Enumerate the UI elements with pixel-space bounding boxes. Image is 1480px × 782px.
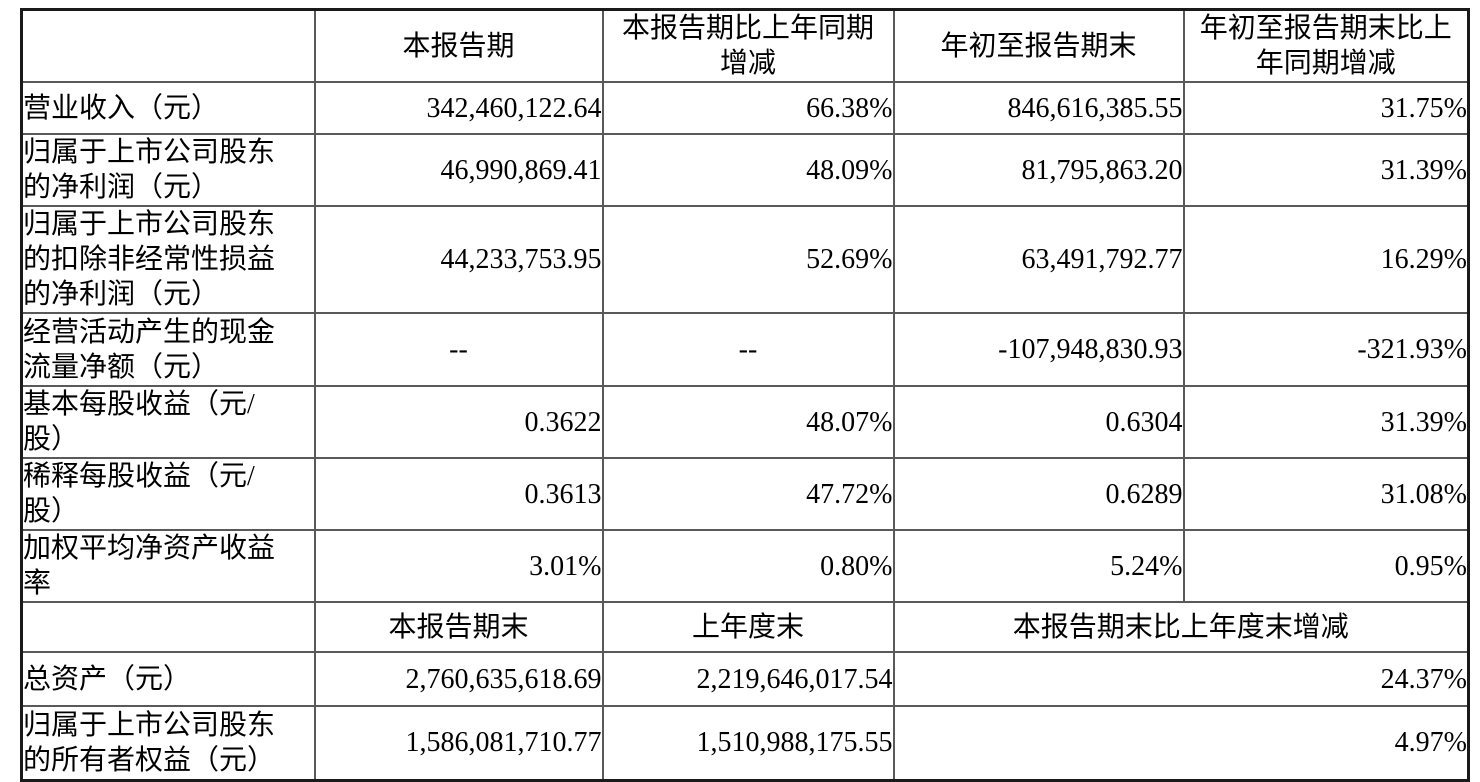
cell-ytd-yoy: 31.39% — [1182, 133, 1470, 207]
row-label: 加权平均净资产收益 率 — [20, 529, 316, 603]
corner-header-cell — [20, 8, 316, 83]
cell-current: 3.01% — [313, 529, 604, 603]
cell-ytd-yoy: 31.75% — [1182, 81, 1470, 135]
cell-period-end: 1,586,081,710.77 — [313, 705, 604, 781]
table-row-net-profit-excl-nonrecurring: 归属于上市公司股东 的扣除非经常性损益 的净利润（元） 44,233,753.9… — [20, 205, 1470, 314]
financial-summary-table: 本报告期 本报告期比上年同期 增减 年初至报告期末 年初至报告期末比上 年同期增… — [20, 8, 1470, 782]
cell-current: 44,233,753.95 — [313, 205, 604, 314]
cell-ytd: 0.6304 — [892, 385, 1185, 459]
row-label: 营业收入（元） — [20, 81, 316, 135]
cell-current-yoy: 48.07% — [601, 385, 895, 459]
cell-ytd: -107,948,830.93 — [892, 312, 1185, 387]
cell-current-yoy: 52.69% — [601, 205, 895, 314]
cell-current: 46,990,869.41 — [313, 133, 604, 207]
cell-ytd: 5.24% — [892, 529, 1185, 603]
table-row-total-assets: 总资产（元） 2,760,635,618.69 2,219,646,017.54… — [20, 651, 1470, 707]
row-label: 稀释每股收益（元/ 股） — [20, 457, 316, 531]
cell-current-yoy: 0.80% — [601, 529, 895, 603]
cell-change: 4.97% — [892, 705, 1470, 781]
header-period-end-change: 本报告期末比上年度末增减 — [892, 601, 1470, 653]
section2-header-row: 本报告期末 上年度末 本报告期末比上年度末增减 — [20, 601, 1470, 653]
cell-current: 0.3622 — [313, 385, 604, 459]
header-ytd-yoy: 年初至报告期末比上 年同期增减 — [1182, 8, 1470, 83]
cell-ytd-yoy: -321.93% — [1182, 312, 1470, 387]
table-row-operating-cash-flow: 经营活动产生的现金 流量净额（元） -- -- -107,948,830.93 … — [20, 312, 1470, 387]
row-label: 归属于上市公司股东 的净利润（元） — [20, 133, 316, 207]
row-label: 总资产（元） — [20, 651, 316, 707]
header-current-period: 本报告期 — [313, 8, 604, 83]
cell-current: 342,460,122.64 — [313, 81, 604, 135]
header-ytd: 年初至报告期末 — [892, 8, 1185, 83]
header-prev-year-end: 上年度末 — [601, 601, 895, 653]
row-label: 归属于上市公司股东 的所有者权益（元） — [20, 705, 316, 781]
cell-ytd: 63,491,792.77 — [892, 205, 1185, 314]
cell-prev-year-end: 1,510,988,175.55 — [601, 705, 895, 781]
table-row-diluted-eps: 稀释每股收益（元/ 股） 0.3613 47.72% 0.6289 31.08% — [20, 457, 1470, 531]
header-period-end: 本报告期末 — [313, 601, 604, 653]
cell-current-yoy: 66.38% — [601, 81, 895, 135]
section1-header-row: 本报告期 本报告期比上年同期 增减 年初至报告期末 年初至报告期末比上 年同期增… — [20, 8, 1470, 83]
cell-ytd-yoy: 16.29% — [1182, 205, 1470, 314]
cell-current-yoy: 47.72% — [601, 457, 895, 531]
cell-prev-year-end: 2,219,646,017.54 — [601, 651, 895, 707]
cell-ytd: 846,616,385.55 — [892, 81, 1185, 135]
cell-ytd-yoy: 31.39% — [1182, 385, 1470, 459]
row-label: 经营活动产生的现金 流量净额（元） — [20, 312, 316, 387]
table-row-net-profit: 归属于上市公司股东 的净利润（元） 46,990,869.41 48.09% 8… — [20, 133, 1470, 207]
cell-ytd-yoy: 0.95% — [1182, 529, 1470, 603]
row-label: 归属于上市公司股东 的扣除非经常性损益 的净利润（元） — [20, 205, 316, 314]
table-row-revenue: 营业收入（元） 342,460,122.64 66.38% 846,616,38… — [20, 81, 1470, 135]
cell-ytd-yoy: 31.08% — [1182, 457, 1470, 531]
header-current-period-yoy: 本报告期比上年同期 增减 — [601, 8, 895, 83]
cell-change: 24.37% — [892, 651, 1470, 707]
cell-ytd: 81,795,863.20 — [892, 133, 1185, 207]
cell-current-yoy: -- — [601, 312, 895, 387]
cell-current: -- — [313, 312, 604, 387]
cell-ytd: 0.6289 — [892, 457, 1185, 531]
corner-header-cell — [20, 601, 316, 653]
table-row-basic-eps: 基本每股收益（元/ 股） 0.3622 48.07% 0.6304 31.39% — [20, 385, 1470, 459]
cell-current-yoy: 48.09% — [601, 133, 895, 207]
cell-current: 0.3613 — [313, 457, 604, 531]
table-row-owners-equity: 归属于上市公司股东 的所有者权益（元） 1,586,081,710.77 1,5… — [20, 705, 1470, 781]
financial-summary: 本报告期 本报告期比上年同期 增减 年初至报告期末 年初至报告期末比上 年同期增… — [20, 8, 1470, 782]
table-row-weighted-avg-roe: 加权平均净资产收益 率 3.01% 0.80% 5.24% 0.95% — [20, 529, 1470, 603]
cell-period-end: 2,760,635,618.69 — [313, 651, 604, 707]
row-label: 基本每股收益（元/ 股） — [20, 385, 316, 459]
